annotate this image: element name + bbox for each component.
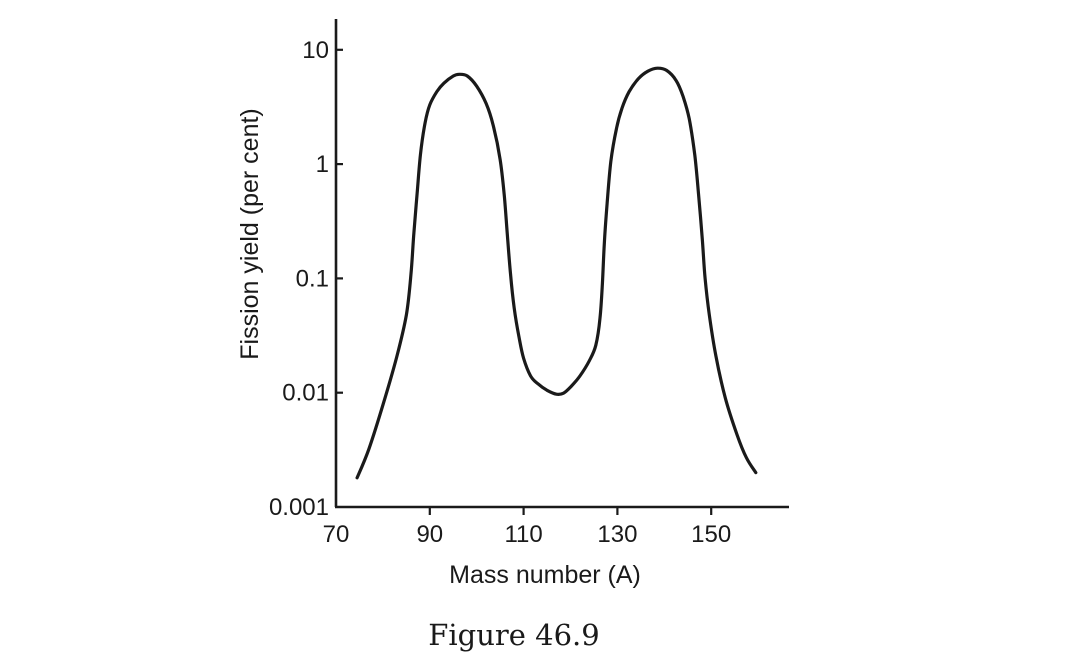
axes [334, 19, 789, 509]
x-tick-label: 90 [416, 521, 443, 548]
y-ticks: 0.001 0.01 0.1 1 10 [269, 37, 343, 521]
y-tick-label: 0.01 [282, 380, 329, 407]
y-tick-label: 1 [316, 151, 329, 178]
x-tick-label: 130 [597, 521, 637, 548]
y-tick-label: 10 [302, 37, 329, 64]
figure-caption: Figure 46.9 [428, 618, 599, 652]
x-ticks: 70 90 110 130 150 [323, 507, 731, 548]
x-tick-label: 150 [691, 521, 731, 548]
x-tick-label: 70 [323, 521, 350, 548]
x-tick-label: 110 [504, 521, 542, 548]
y-tick-label: 0.1 [296, 265, 329, 292]
fission-yield-curve [355, 66, 758, 480]
y-axis-title: Fission yield (per cent) [236, 108, 264, 359]
x-axis-title: Mass number (A) [449, 561, 641, 589]
y-tick-label: 0.001 [269, 494, 329, 521]
